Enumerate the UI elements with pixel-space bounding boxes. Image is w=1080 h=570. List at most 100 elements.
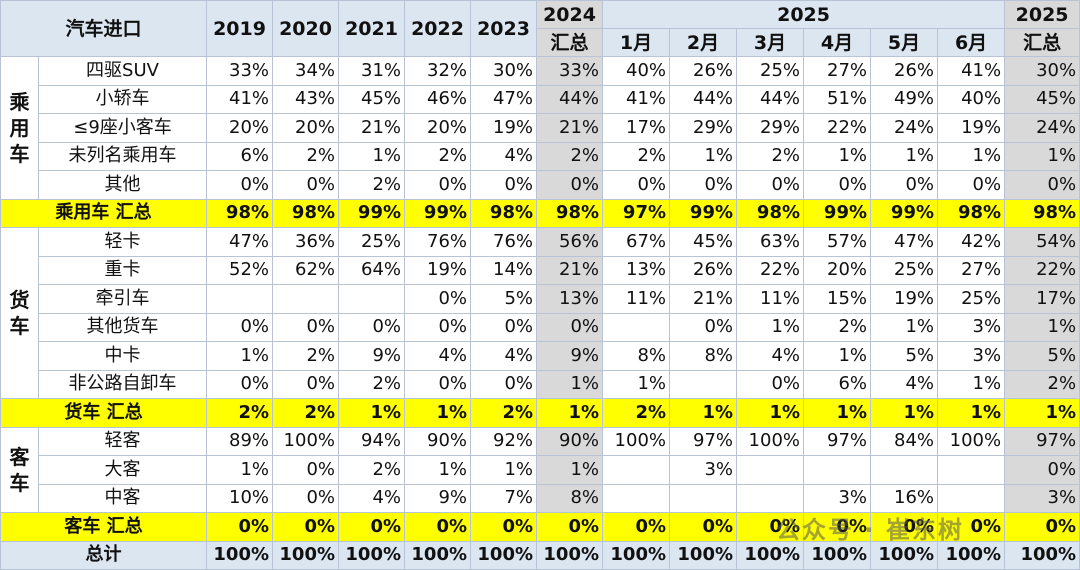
row-name: 小轿车 xyxy=(37,84,208,114)
value-cell: 2% xyxy=(470,398,538,428)
value-cell: 3% xyxy=(803,483,872,513)
value-cell: 2% xyxy=(602,141,671,171)
value-cell: 2% xyxy=(1004,369,1080,399)
value-cell xyxy=(602,483,671,513)
value-cell: 25% xyxy=(937,284,1006,314)
value-cell: 100% xyxy=(536,540,604,570)
value-cell: 100% xyxy=(937,426,1006,456)
data-row: 中客 10% 0% 4% 9% 7% 8% 3% 16% 3% xyxy=(1,483,1080,513)
value-cell: 43% xyxy=(272,84,340,114)
group-label: 货车 xyxy=(0,227,39,399)
value-cell: 1% xyxy=(536,369,604,399)
value-cell: 1% xyxy=(937,141,1006,171)
value-cell: 1% xyxy=(206,455,274,485)
value-cell: 3% xyxy=(937,312,1006,342)
value-cell: 0% xyxy=(470,170,538,200)
month-header: 4月 xyxy=(803,28,872,57)
value-cell: 0% xyxy=(272,483,340,513)
value-cell: 5% xyxy=(470,284,538,314)
data-row: 中卡 1% 2% 9% 4% 4% 9% 8% 8% 4% 1% 5% 3% 5% xyxy=(1,341,1080,371)
value-cell: 0% xyxy=(338,312,406,342)
value-cell: 100% xyxy=(602,426,671,456)
value-cell: 97% xyxy=(803,426,872,456)
value-cell: 20% xyxy=(803,255,872,285)
value-cell: 98% xyxy=(206,198,274,228)
value-cell: 2% xyxy=(272,398,340,428)
value-cell: 0% xyxy=(206,512,274,542)
value-cell: 97% xyxy=(602,198,671,228)
value-cell: 30% xyxy=(1004,56,1080,86)
value-cell: 24% xyxy=(870,113,939,143)
value-cell: 67% xyxy=(602,227,671,257)
value-cell: 51% xyxy=(803,84,872,114)
value-cell: 21% xyxy=(669,284,738,314)
value-cell: 2% xyxy=(338,369,406,399)
value-cell: 44% xyxy=(536,84,604,114)
value-cell: 4% xyxy=(470,341,538,371)
data-row: 其他货车 0% 0% 0% 0% 0% 0% 0% 1% 2% 1% 3% 1% xyxy=(1,312,1080,342)
value-cell: 0% xyxy=(404,312,472,342)
value-cell xyxy=(272,284,340,314)
row-name: 客车 汇总 xyxy=(0,512,208,542)
value-cell: 1% xyxy=(736,398,805,428)
value-cell: 1% xyxy=(1004,312,1080,342)
value-cell: 41% xyxy=(602,84,671,114)
value-cell: 45% xyxy=(669,227,738,257)
summary-header: 2025 xyxy=(1004,0,1080,29)
value-cell: 19% xyxy=(937,113,1006,143)
value-cell: 1% xyxy=(1004,398,1080,428)
data-row: 其他 0% 0% 2% 0% 0% 0% 0% 0% 0% 0% 0% 0% 0% xyxy=(1,170,1080,200)
row-name: 四驱SUV xyxy=(37,56,208,86)
value-cell: 1% xyxy=(338,141,406,171)
value-cell: 98% xyxy=(272,198,340,228)
value-cell: 100% xyxy=(206,540,274,570)
value-cell: 0% xyxy=(470,512,538,542)
value-cell: 6% xyxy=(803,369,872,399)
value-cell: 0% xyxy=(470,312,538,342)
value-cell: 0% xyxy=(272,512,340,542)
value-cell: 20% xyxy=(272,113,340,143)
value-cell: 22% xyxy=(803,113,872,143)
value-cell: 0% xyxy=(602,512,671,542)
data-row: 重卡 52% 62% 64% 19% 14% 21% 13% 26% 22% 20% 25% 27% 22… xyxy=(1,255,1080,285)
value-cell: 44% xyxy=(736,84,805,114)
value-cell: 0% xyxy=(1004,512,1080,542)
value-cell: 0% xyxy=(870,512,939,542)
value-cell: 3% xyxy=(1004,483,1080,513)
value-cell: 21% xyxy=(536,113,604,143)
value-cell: 63% xyxy=(736,227,805,257)
value-cell: 100% xyxy=(470,540,538,570)
value-cell: 62% xyxy=(272,255,340,285)
value-cell: 0% xyxy=(272,170,340,200)
value-cell: 1% xyxy=(870,312,939,342)
data-row: 大客 1% 0% 2% 1% 1% 1% 3% 0% xyxy=(1,455,1080,485)
value-cell: 3% xyxy=(937,341,1006,371)
value-cell: 21% xyxy=(338,113,406,143)
value-cell: 19% xyxy=(870,284,939,314)
summary-row: 乘用车 汇总 98% 98% 99% 99% 98% 98% 97% 99% 98% 99% 99% 9… xyxy=(0,198,1080,228)
value-cell: 0% xyxy=(272,369,340,399)
value-cell: 1% xyxy=(536,398,604,428)
value-cell: 40% xyxy=(602,56,671,86)
summary-header: 汇总 xyxy=(1004,28,1080,57)
value-cell: 0% xyxy=(736,369,805,399)
value-cell xyxy=(206,284,274,314)
data-row: 牵引车 0% 5% 13% 11% 21% 11% 15% 19% 25% 17% xyxy=(1,284,1080,314)
total-row: 总计 100% 100% 100% 100% 100% 100% 100% 100% 100% 10… xyxy=(0,540,1080,570)
value-cell: 47% xyxy=(870,227,939,257)
value-cell: 8% xyxy=(669,341,738,371)
value-cell: 100% xyxy=(669,540,738,570)
year-header: 2019 xyxy=(206,0,274,57)
group-label: 乘用车 xyxy=(0,56,39,200)
value-cell: 0% xyxy=(602,170,671,200)
value-cell: 19% xyxy=(404,255,472,285)
value-cell: 99% xyxy=(404,198,472,228)
data-row: 非公路自卸车 0% 0% 2% 0% 0% 1% 1% 0% 6% 4% 1% 2% xyxy=(1,369,1080,399)
value-cell: 11% xyxy=(736,284,805,314)
value-cell: 0% xyxy=(404,170,472,200)
value-cell: 100% xyxy=(736,426,805,456)
value-cell: 9% xyxy=(338,341,406,371)
value-cell: 0% xyxy=(937,170,1006,200)
year-header: 2021 xyxy=(338,0,406,57)
value-cell: 1% xyxy=(1004,141,1080,171)
